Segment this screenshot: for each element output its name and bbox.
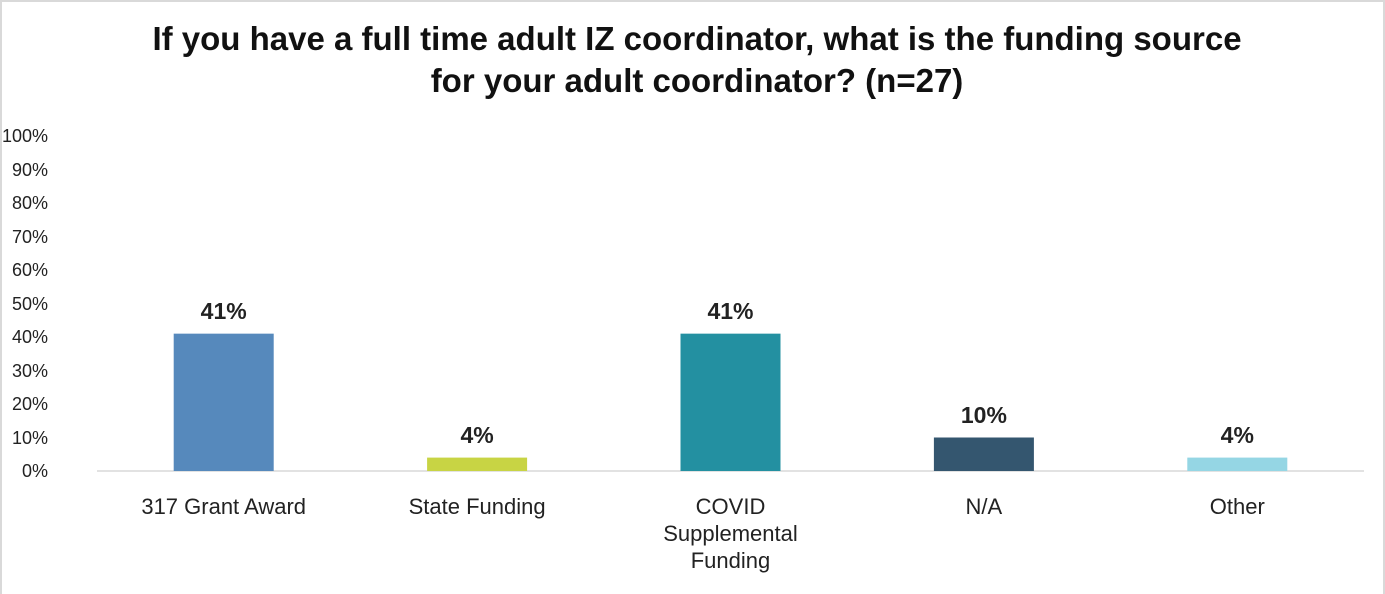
x-tick-label: Other [1209,494,1265,519]
y-tick-label: 50% [11,293,48,314]
data-label: 41% [707,297,754,324]
y-tick-label: 70% [11,226,48,247]
bar [173,333,274,471]
y-tick-label: 80% [11,193,48,213]
y-tick-label: 20% [11,394,48,414]
x-tick-label: N/A [965,494,1003,519]
bar [427,457,528,471]
x-tick-label: COVID Supplemental Funding [663,494,798,573]
y-tick-label: 40% [11,327,48,347]
y-tick-label: 30% [11,360,48,381]
data-label: 4% [460,421,494,448]
data-label: 41% [200,297,247,324]
y-tick-label: 0% [21,461,48,481]
x-tick-label: 317 Grant Award [141,494,307,519]
x-tick-label: State Funding [408,494,546,519]
y-tick-label: 10% [11,427,48,448]
bar [933,437,1034,471]
data-label: 4% [1220,421,1254,448]
y-tick-label: 100% [1,126,48,146]
y-tick-label: 60% [11,260,48,280]
data-label: 10% [960,401,1007,428]
bar [1187,457,1288,471]
chart-title: If you have a full time adult IZ coordin… [152,20,1242,99]
bar [680,333,781,471]
y-tick-label: 90% [11,159,48,180]
